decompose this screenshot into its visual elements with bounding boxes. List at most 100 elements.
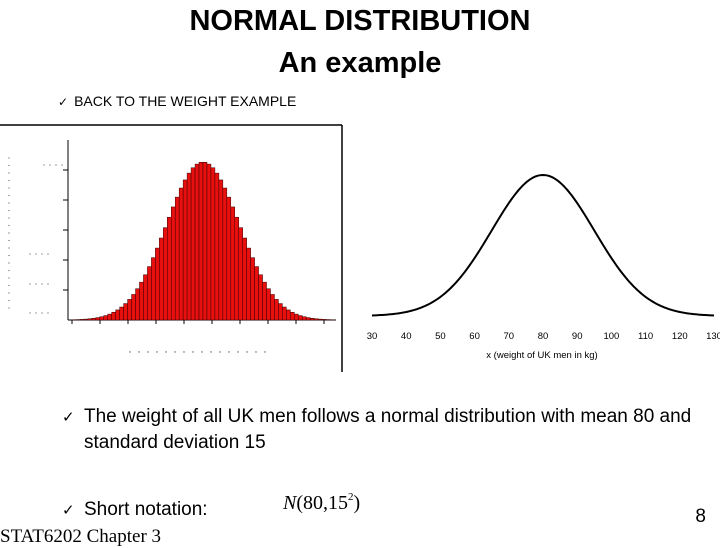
histogram-bar: [143, 275, 147, 320]
faint-dot: [174, 351, 175, 352]
page-number: 8: [695, 506, 706, 528]
notation-formula: N(80,152): [283, 484, 360, 516]
histogram-bar: [211, 168, 215, 320]
faint-dot: [255, 351, 256, 352]
histogram-bar: [171, 207, 175, 320]
checkmark-icon: ✓: [62, 404, 75, 430]
histogram-bar: [179, 188, 183, 320]
curve-x-tick-label: 40: [401, 331, 412, 342]
histogram-bar: [239, 228, 243, 320]
histogram-bar: [88, 319, 92, 320]
histogram-bar: [322, 319, 326, 320]
faint-dot: [47, 312, 48, 313]
histogram-bar: [195, 164, 199, 320]
faint-dot: [8, 255, 9, 256]
faint-dot: [8, 262, 9, 263]
histogram-bar: [231, 207, 235, 320]
histogram-bar: [187, 173, 191, 320]
faint-dot: [192, 351, 193, 352]
histogram-bar: [298, 316, 302, 320]
curve-x-axis-label: x (weight of UK men in kg): [486, 350, 597, 361]
histogram-bar: [175, 197, 179, 320]
histogram-bar: [274, 299, 278, 320]
faint-dot: [8, 202, 9, 203]
faint-dot: [8, 187, 9, 188]
faint-dot: [8, 292, 9, 293]
histogram-bar: [159, 238, 163, 320]
faint-dot: [41, 312, 42, 313]
histogram-bar: [306, 318, 310, 320]
histogram-bar: [215, 173, 219, 320]
faint-dot: [8, 307, 9, 308]
histogram-bar: [120, 307, 124, 320]
faint-dot: [47, 283, 48, 284]
faint-dot: [49, 164, 50, 165]
faint-dot: [147, 351, 148, 352]
histogram-bar: [124, 304, 128, 320]
histogram-bar: [128, 299, 132, 320]
faint-dot: [8, 180, 9, 181]
faint-dot: [8, 277, 9, 278]
bullet-text: Short notation:: [62, 497, 704, 523]
faint-dot: [228, 351, 229, 352]
faint-dot: [129, 351, 130, 352]
faint-dot: [8, 270, 9, 271]
histogram-y-ticks: [63, 170, 68, 290]
histogram-bar: [163, 228, 167, 320]
histogram-chart: [0, 125, 342, 372]
histogram-bar: [100, 317, 104, 320]
histogram-bar: [259, 275, 263, 320]
histogram-bar: [112, 312, 116, 320]
histogram-bar: [282, 307, 286, 320]
faint-dot: [210, 351, 211, 352]
histogram-bar: [235, 217, 239, 320]
histogram-bar: [155, 248, 159, 320]
faint-dot: [183, 351, 184, 352]
faint-dot: [8, 232, 9, 233]
histogram-bar: [96, 318, 100, 320]
histogram-bar: [167, 217, 171, 320]
histogram-bar: [294, 314, 298, 320]
faint-dot: [8, 195, 9, 196]
faint-dot: [138, 351, 139, 352]
histogram-bar: [84, 319, 88, 320]
histogram-bar: [207, 164, 211, 320]
faint-dot: [8, 210, 9, 211]
faint-dot: [237, 351, 238, 352]
histogram-bar: [290, 312, 294, 320]
faint-dot: [246, 351, 247, 352]
histogram-bar: [191, 168, 195, 320]
curve-x-tick-label: 110: [638, 331, 653, 342]
faint-dot: [41, 283, 42, 284]
curve-x-tick-label: 90: [572, 331, 583, 342]
curve-x-tick-label: 30: [367, 331, 378, 342]
formula-symbol: N: [283, 492, 296, 514]
curve-x-tick-label: 120: [672, 331, 688, 342]
faint-dot: [8, 225, 9, 226]
faint-dot: [43, 164, 44, 165]
faint-dot: [47, 253, 48, 254]
histogram-bar: [183, 180, 187, 320]
histogram-bar: [151, 258, 155, 320]
curve-x-tick-label: 60: [469, 331, 480, 342]
faint-dot: [41, 253, 42, 254]
curve-x-tick-label: 50: [435, 331, 446, 342]
faint-dot: [29, 283, 30, 284]
faint-dot: [8, 240, 9, 241]
histogram-bars: [72, 162, 334, 320]
histogram-bar: [116, 310, 120, 320]
histogram-x-ticks: [72, 320, 324, 324]
faint-dot: [8, 172, 9, 173]
bullet-short-notation: ✓ Short notation:: [62, 497, 704, 523]
histogram-bar: [286, 310, 290, 320]
checkmark-icon: ✓: [62, 497, 75, 523]
histogram-bar: [267, 289, 271, 320]
histogram-bar: [108, 314, 112, 320]
faint-dot: [8, 217, 9, 218]
faint-dot: [35, 253, 36, 254]
histogram-bar: [270, 294, 274, 320]
histogram-bar: [104, 316, 108, 320]
curve-x-tick-label: 130: [706, 331, 720, 342]
formula-close: ): [354, 492, 361, 514]
